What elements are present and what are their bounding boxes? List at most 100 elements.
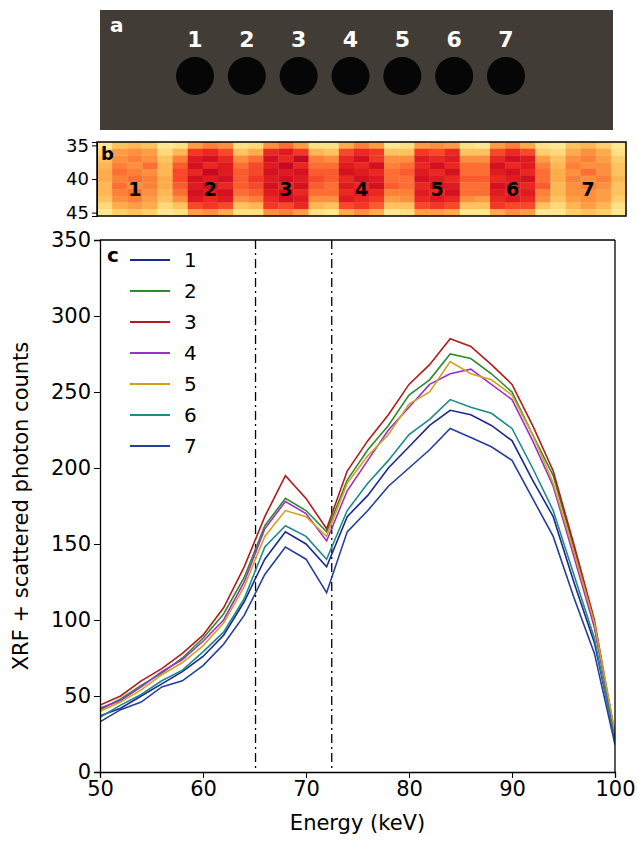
heatmap-cell [157, 155, 172, 162]
heatmap-cell [142, 196, 157, 203]
heatmap-cell [218, 189, 233, 196]
heatmap-cell [354, 169, 369, 176]
heatmap-cell [460, 189, 475, 196]
heatmap-cell [263, 176, 278, 183]
tick-label: 200 [51, 456, 91, 480]
heatmap-cell [505, 155, 520, 162]
legend-label: 4 [184, 341, 197, 365]
tick-label: 100 [51, 608, 91, 632]
heatmap-cell [97, 203, 112, 210]
heatmap-cell [218, 162, 233, 169]
heatmap-cell [233, 169, 248, 176]
tick-label: 45 [66, 202, 89, 223]
heatmap-cell [369, 162, 384, 169]
heatmap-cell [142, 142, 157, 149]
heatmap-cell [414, 209, 429, 216]
heatmap-cell [354, 162, 369, 169]
heatmap-cell [460, 142, 475, 149]
heatmap-cell [97, 196, 112, 203]
photo-background [100, 10, 613, 130]
heatmap-cell [263, 149, 278, 156]
tick: 40 [66, 168, 97, 189]
heatmap-cell [611, 203, 626, 210]
plot-area [100, 240, 615, 772]
legend: 1234567 [130, 248, 197, 458]
heatmap-cell [550, 155, 565, 162]
heatmap-cell [566, 189, 581, 196]
heatmap-cell [339, 142, 354, 149]
heatmap-cell [414, 169, 429, 176]
heatmap-cell [490, 149, 505, 156]
heatmap-cell [309, 182, 324, 189]
reference-line [331, 240, 332, 772]
heatmap-cell [490, 196, 505, 203]
heatmap-cell [460, 162, 475, 169]
tick-label: 60 [190, 777, 217, 801]
heatmap-cell [127, 142, 142, 149]
heatmap-cell [339, 176, 354, 183]
heatmap-cell [203, 209, 218, 216]
heatmap-cell [550, 162, 565, 169]
series-line [100, 400, 615, 742]
heatmap-cell [520, 169, 535, 176]
axis-line [92, 143, 98, 217]
heatmap-cell [535, 209, 550, 216]
heatmap-cell [248, 162, 263, 169]
heatmap-cell [218, 203, 233, 210]
tick: 80 [396, 772, 423, 801]
heatmap-cell [475, 142, 490, 149]
legend-swatch [130, 352, 170, 354]
heatmap-cell [112, 176, 127, 183]
heatmap-cell [596, 182, 611, 189]
heatmap-cell [127, 149, 142, 156]
plot-frame [614, 240, 615, 772]
heatmap-cell [369, 209, 384, 216]
heatmap-cell [157, 182, 172, 189]
heatmap-cell [278, 209, 293, 216]
heatmap-cell [535, 149, 550, 156]
tick: 35 [66, 135, 97, 156]
heatmap-cell [324, 203, 339, 210]
tick-mark [94, 544, 100, 545]
heatmap-cell [550, 203, 565, 210]
heatmap-cell [203, 149, 218, 156]
heatmap-cell [97, 189, 112, 196]
heatmap-cell [173, 203, 188, 210]
heatmap-cell [112, 155, 127, 162]
series-line [100, 362, 615, 733]
heatmap-cell [203, 169, 218, 176]
heatmap-cell [384, 196, 399, 203]
heatmap-cell [112, 169, 127, 176]
tick: 45 [66, 202, 97, 223]
plot-frame [97, 142, 626, 216]
heatmap-cell [293, 142, 308, 149]
heatmap-cell [399, 169, 414, 176]
heatmap-cell [475, 209, 490, 216]
heatmap-cell [596, 189, 611, 196]
heatmap-cell [369, 169, 384, 176]
heatmap-cell [233, 176, 248, 183]
series-line [100, 339, 615, 736]
heatmap-cell [611, 149, 626, 156]
x-axis: 5060708090100 [87, 772, 635, 801]
tick: 60 [190, 772, 217, 801]
heatmap-cell [581, 155, 596, 162]
heatmap-cell [430, 155, 445, 162]
tick-label: 40 [66, 168, 89, 189]
sample-disc [332, 57, 370, 95]
legend-swatch [130, 259, 170, 261]
heatmap-cell [399, 189, 414, 196]
series-line [100, 354, 615, 734]
heatmap-cell [293, 196, 308, 203]
heatmap-cell [535, 162, 550, 169]
heatmap-cell [263, 209, 278, 216]
sample-disc [280, 57, 318, 95]
tick-mark [92, 145, 97, 146]
heatmap-cell [550, 169, 565, 176]
x-axis-title: Energy (keV) [290, 811, 425, 835]
heatmap-cell [384, 169, 399, 176]
heatmap-cell [384, 182, 399, 189]
heatmap-cell [263, 196, 278, 203]
heatmap-cell [399, 176, 414, 183]
heatmap-cell [445, 176, 460, 183]
